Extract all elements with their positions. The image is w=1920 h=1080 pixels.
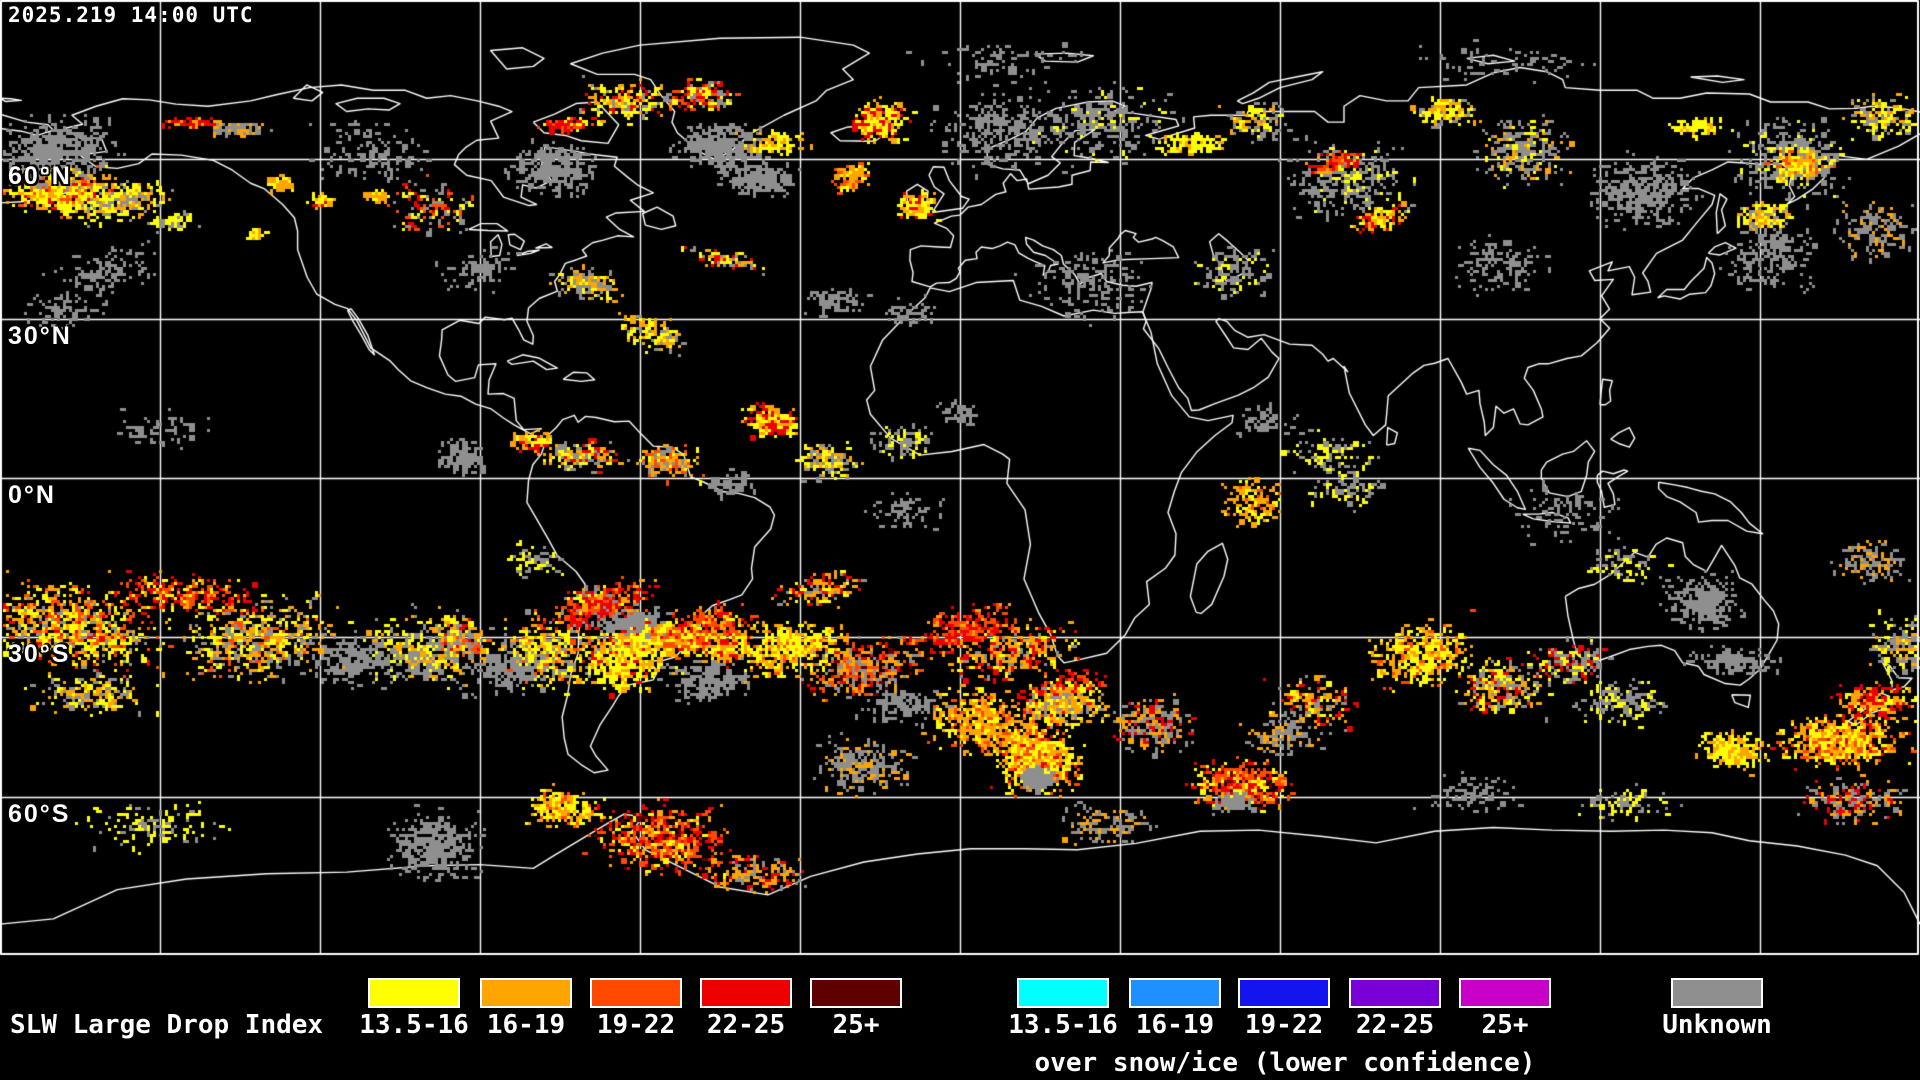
- legend-swatch-label: 25+: [832, 1010, 880, 1040]
- lat-label: 0°N: [8, 481, 56, 509]
- legend: SLW Large Drop Index 13.5-16 16-19 19-22 22…: [0, 956, 1920, 1080]
- legend-swatch: [1238, 978, 1330, 1008]
- legend-swatch-label: 25+: [1481, 1010, 1529, 1040]
- world-map: 2025.219 14:00 UTC 60°N 30°N 0°N 30°S 60°S: [0, 0, 1920, 956]
- legend-swatch: [480, 978, 572, 1008]
- lat-label: 60°N: [8, 162, 72, 191]
- legend-swatch-label: 13.5-16: [1008, 1010, 1118, 1040]
- legend-swatch: [368, 978, 460, 1008]
- snow-ice-caption: over snow/ice (lower confidence): [1034, 1048, 1536, 1078]
- legend-swatch: [810, 978, 902, 1008]
- legend-swatch: [1129, 978, 1221, 1008]
- lat-label: 30°S: [8, 640, 71, 669]
- unknown-label: Unknown: [1662, 1010, 1772, 1040]
- legend-swatch-label: 16-19: [486, 1010, 566, 1040]
- legend-swatch: [1349, 978, 1441, 1008]
- legend-swatch: [590, 978, 682, 1008]
- legend-swatch: [700, 978, 792, 1008]
- timestamp: 2025.219 14:00 UTC: [8, 3, 254, 27]
- lat-label: 30°N: [8, 321, 72, 350]
- lat-label: 60°S: [8, 799, 71, 828]
- legend-title: SLW Large Drop Index: [10, 1010, 324, 1040]
- legend-swatch-label: 22-25: [1355, 1010, 1435, 1040]
- legend-swatch-label: 19-22: [596, 1010, 676, 1040]
- legend-swatch-label: 19-22: [1244, 1010, 1324, 1040]
- legend-swatch-label: 16-19: [1135, 1010, 1215, 1040]
- unknown-swatch: [1671, 978, 1763, 1008]
- map-canvas: [0, 0, 1920, 956]
- legend-swatch: [1017, 978, 1109, 1008]
- legend-swatch: [1459, 978, 1551, 1008]
- legend-swatch-label: 13.5-16: [359, 1010, 469, 1040]
- legend-swatch-label: 22-25: [706, 1010, 786, 1040]
